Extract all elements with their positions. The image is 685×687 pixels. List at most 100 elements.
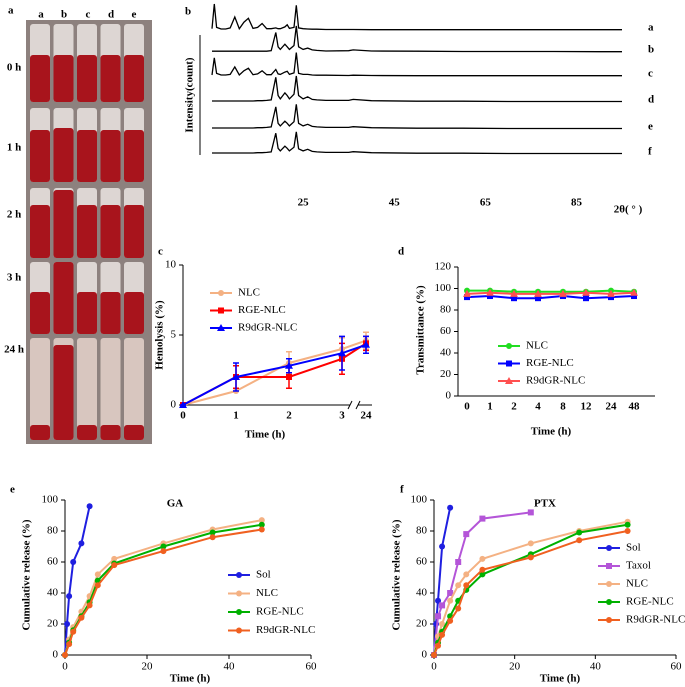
panel-label: a [8,5,14,17]
marker [286,374,292,380]
legend-label: Taxol [626,560,651,572]
marker [232,373,240,380]
marker [455,582,462,589]
marker [236,627,242,634]
tube [100,338,121,440]
marker [582,288,590,296]
panel-label: e [10,484,15,496]
x-tick-label: 65 [480,197,492,209]
y-tick-label: 60 [47,556,59,568]
series-label: d [648,94,654,106]
legend-label: RGE-NLC [256,606,304,618]
marker [78,540,85,547]
marker [258,526,265,533]
marker [455,605,462,612]
row-label: 0 h [7,62,21,74]
series-line [182,339,367,406]
diffraction-line [212,131,622,155]
series-line [64,528,262,656]
marker [527,554,534,561]
marker [236,572,242,578]
marker [527,540,534,547]
tube-blood [124,55,144,102]
y-tick-label: 0 [171,399,177,411]
marker [94,582,101,589]
x-tick-label: 8 [560,401,566,413]
marker [506,343,512,349]
marker [160,543,167,550]
marker [606,563,612,569]
chart-title: GA [167,498,184,510]
y-tick-label: 20 [440,368,452,380]
series-label: a [648,22,654,34]
tube-blood [53,190,74,258]
marker [559,289,567,297]
y-axis-label: Intensity(count) [184,57,196,133]
series-label: e [648,121,653,133]
y-axis-label: Cumulative release (%) [21,519,33,630]
tube-blood [30,425,50,440]
tube-blood [124,205,144,258]
legend-label: R9dGR-NLC [256,624,315,636]
marker [606,617,612,623]
tube-blood [124,292,144,334]
x-tick-label: 0 [180,410,186,422]
x-tick-label: 60 [306,661,318,673]
marker [439,543,446,550]
marker [576,529,583,536]
y-axis-label: Transmittance (%) [415,285,427,375]
marker [362,340,370,348]
marker [447,617,454,624]
marker [510,289,518,297]
x-tick-label: 0 [431,661,437,673]
marker [506,360,512,367]
x-tick-label: 60 [671,661,683,673]
legend-label: Sol [626,542,641,554]
marker [62,652,68,658]
y-tick-label: 80 [440,304,452,316]
marker [505,377,513,384]
marker [631,293,637,300]
marker [479,555,486,562]
tube [124,338,144,440]
marker [447,504,454,511]
series-label: c [648,68,653,80]
marker [439,621,446,627]
y-tick-label: 0 [53,649,59,661]
series-label: b [648,44,654,56]
marker [624,528,631,534]
marker [70,628,77,635]
tube-blood [77,205,97,258]
tube-blood [53,55,74,102]
chart-title: PTX [534,498,556,510]
x-tick-label: 2 [286,410,292,422]
series-line [433,530,628,656]
tube-blood [100,425,121,440]
marker [218,290,224,296]
y-tick-label: 100 [42,494,59,506]
row-label: 2 h [7,209,21,221]
marker [479,515,486,522]
marker [258,517,265,524]
diffraction-line [211,52,622,77]
column-label: c [86,9,91,21]
x-tick-label: 24 [606,401,618,413]
diffraction-line [212,25,622,53]
tube-blood [100,55,121,102]
tube-blood [53,128,74,182]
legend-label: RGE-NLC [238,304,286,316]
x-tick-label: 40 [590,661,602,673]
marker [217,324,225,331]
x-tick-label: 1 [487,401,493,413]
marker [535,295,541,302]
marker [285,361,293,369]
tube [30,338,50,440]
y-tick-label: 80 [416,525,428,537]
row-label: 24 h [4,344,24,356]
marker [534,289,542,297]
legend-label: NLC [626,578,648,590]
y-tick-label: 80 [47,525,59,537]
y-tick-label: 0 [446,390,452,402]
tube-blood [30,55,50,102]
column-label: d [108,9,114,21]
